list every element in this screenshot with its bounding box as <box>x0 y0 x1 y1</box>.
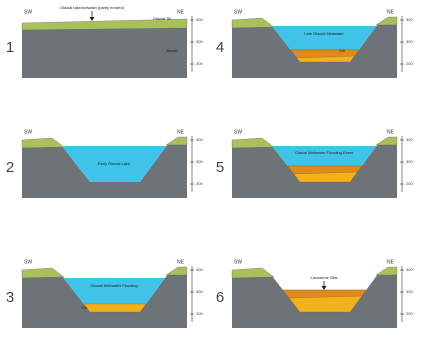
till-right <box>376 17 397 25</box>
scale-label: 200 <box>406 311 413 316</box>
layer-label: Glacial Meltwater Flooding Event <box>295 150 354 155</box>
panel: 5 SW NE Glacial Meltwater Flooding Event 400… <box>216 129 414 198</box>
sw-label: SW <box>234 9 242 15</box>
sw-label: SW <box>234 129 242 135</box>
panel-number: 5 <box>216 159 224 176</box>
ne-label: NE <box>177 129 185 135</box>
panel-number: 4 <box>216 39 224 56</box>
diagram: 1 SW NE Glacial lake/outwash (partly eroded… <box>0 0 425 339</box>
panel: 2 SW NE Early Glacial Lake 400 300 200 <box>6 129 204 198</box>
scale-label: 300 <box>196 159 203 164</box>
scale-label: 200 <box>406 61 413 66</box>
layer-label: Glacial lake/outwash (partly eroded) <box>60 5 124 10</box>
scale-label: 400 <box>196 267 203 272</box>
layer-label: Glacial Till <box>153 16 171 21</box>
panel: 1 SW NE Glacial lake/outwash (partly eroded… <box>6 5 204 78</box>
scale-label: 400 <box>406 17 413 22</box>
scale-label: 300 <box>406 159 413 164</box>
till-right <box>376 137 397 145</box>
layer-label: Silt <box>81 305 87 310</box>
till-left <box>232 18 274 28</box>
till-left <box>22 268 64 278</box>
sw-label: SW <box>24 9 32 15</box>
scale-label: 300 <box>406 289 413 294</box>
scale-label: 200 <box>196 311 203 316</box>
till-left <box>232 138 274 148</box>
till-right <box>376 267 397 275</box>
scale-label: 400 <box>406 137 413 142</box>
panel: 6 SW NE Lacustrine Silts 400 300 200 <box>216 259 414 328</box>
ne-label: NE <box>387 9 395 15</box>
layer-label: Silt <box>339 48 345 53</box>
panel-number: 2 <box>6 159 14 176</box>
sw-label: SW <box>234 259 242 265</box>
sw-label: SW <box>24 259 32 265</box>
sw-label: SW <box>24 129 32 135</box>
panel-number: 1 <box>6 39 14 56</box>
scale-label: 200 <box>406 181 413 186</box>
till-right <box>166 137 187 145</box>
scale-label: 400 <box>196 17 203 22</box>
panel: 3 SW NE Glacial Meltwater Flooding Silt 400 30… <box>6 259 204 328</box>
till-left <box>232 268 274 278</box>
layer-label: Late Glacial Meltwater <box>304 31 344 36</box>
panel-number: 3 <box>6 289 14 306</box>
scale-label: 400 <box>196 137 203 142</box>
ne-label: NE <box>387 259 395 265</box>
panel: 4 SW NE Late Glacial Meltwater Silt 400 300 200 <box>216 9 414 78</box>
scale-label: 300 <box>406 39 413 44</box>
layer-label: Glacial Meltwater Flooding <box>90 283 137 288</box>
scale-label: 200 <box>196 181 203 186</box>
panel-number: 6 <box>216 289 224 306</box>
layer-label: Lacustrine Silts <box>310 275 337 280</box>
scale-label: 400 <box>406 267 413 272</box>
scale-label: 200 <box>196 61 203 66</box>
till-right <box>166 267 187 275</box>
till-left <box>22 138 64 148</box>
arrowhead <box>322 286 327 290</box>
layer-label: Basalt <box>166 48 178 53</box>
arrowhead <box>90 17 95 21</box>
scale-label: 300 <box>196 39 203 44</box>
ne-label: NE <box>177 9 185 15</box>
scale-label: 300 <box>196 289 203 294</box>
layer-label: Early Glacial Lake <box>98 161 131 166</box>
ne-label: NE <box>387 129 395 135</box>
bedrock <box>22 28 187 78</box>
sediment <box>84 304 146 312</box>
ne-label: NE <box>177 259 185 265</box>
